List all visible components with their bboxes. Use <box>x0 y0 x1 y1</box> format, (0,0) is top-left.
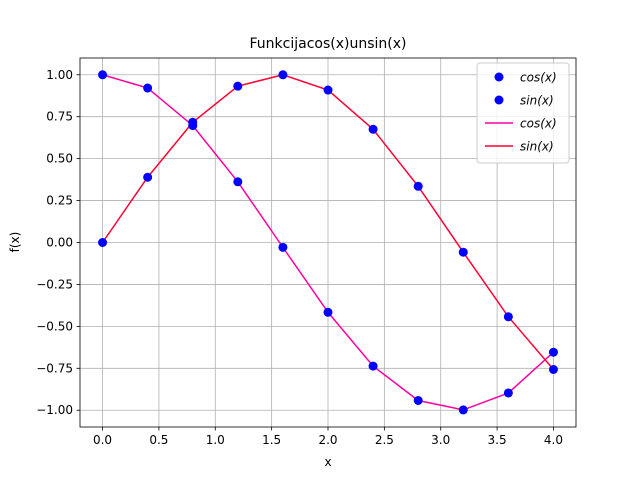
x-tick-label: 0.0 <box>93 433 112 447</box>
sinx-point <box>503 312 513 322</box>
x-tick-label: 3.5 <box>488 433 507 447</box>
legend-sinx-marker-swatch <box>494 95 504 105</box>
y-tick-label: −0.50 <box>36 319 73 333</box>
y-axis-label: f(x) <box>8 232 22 253</box>
x-tick-label: 2.5 <box>375 433 394 447</box>
sinx-point <box>143 172 153 182</box>
x-axis-label: x <box>324 455 331 469</box>
sinx-point <box>278 70 288 80</box>
sinx-point <box>548 364 558 374</box>
cosx-point <box>503 388 513 398</box>
x-tick-label: 1.0 <box>206 433 225 447</box>
cosx-point <box>458 405 468 415</box>
y-tick-label: 0.75 <box>46 110 73 124</box>
y-tick-label: 0.00 <box>46 236 73 250</box>
x-tick-label: 1.5 <box>262 433 281 447</box>
x-tick-label: 4.0 <box>544 433 563 447</box>
legend-cosx-label: cos(x) <box>520 117 557 131</box>
cosx-point <box>98 70 108 80</box>
legend-box <box>476 62 570 164</box>
cosx-point <box>323 307 333 317</box>
series-points <box>98 70 558 415</box>
y-tick-label: 0.50 <box>46 152 73 166</box>
sinx-point <box>413 181 423 191</box>
y-tick-label: 1.00 <box>46 68 73 82</box>
sinx-point <box>368 124 378 134</box>
y-tick-label: −1.00 <box>36 403 73 417</box>
legend-cosx-marker-swatch <box>494 72 504 82</box>
x-tick-label: 3.0 <box>431 433 450 447</box>
y-axis-ticks: 1.00 0.75 0.50 0.25 0.00 −0.25 −0.50 −0.75 −1.00 <box>36 68 80 417</box>
cosx-point <box>368 361 378 371</box>
cosx-point <box>413 395 423 405</box>
legend-cosx-label: cos(x) <box>520 71 557 85</box>
chart-title: Funkcijacos(x)unsin(x) <box>250 36 407 52</box>
cosx-point <box>278 242 288 252</box>
legend-sinx-label: sin(x) <box>520 94 554 108</box>
sinx-point <box>188 117 198 127</box>
x-axis-ticks: 0.0 0.5 1.0 1.5 2.0 2.5 3.0 3.5 4.0 <box>93 427 563 447</box>
y-tick-label: −0.75 <box>36 361 73 375</box>
sinx-point <box>233 81 243 91</box>
sinx-point <box>323 85 333 95</box>
cosx-point <box>143 83 153 93</box>
legend: cos(x) sin(x) cos(x) sin(x) <box>476 62 570 164</box>
sinx-point <box>458 247 468 257</box>
x-tick-label: 0.5 <box>149 433 168 447</box>
x-tick-label: 2.0 <box>318 433 337 447</box>
legend-sinx-label: sin(x) <box>520 140 554 154</box>
cosx-point <box>548 347 558 357</box>
y-tick-label: 0.25 <box>46 194 73 208</box>
sinx-point <box>98 238 108 247</box>
cosx-point <box>233 177 243 187</box>
y-tick-label: −0.25 <box>36 277 73 291</box>
